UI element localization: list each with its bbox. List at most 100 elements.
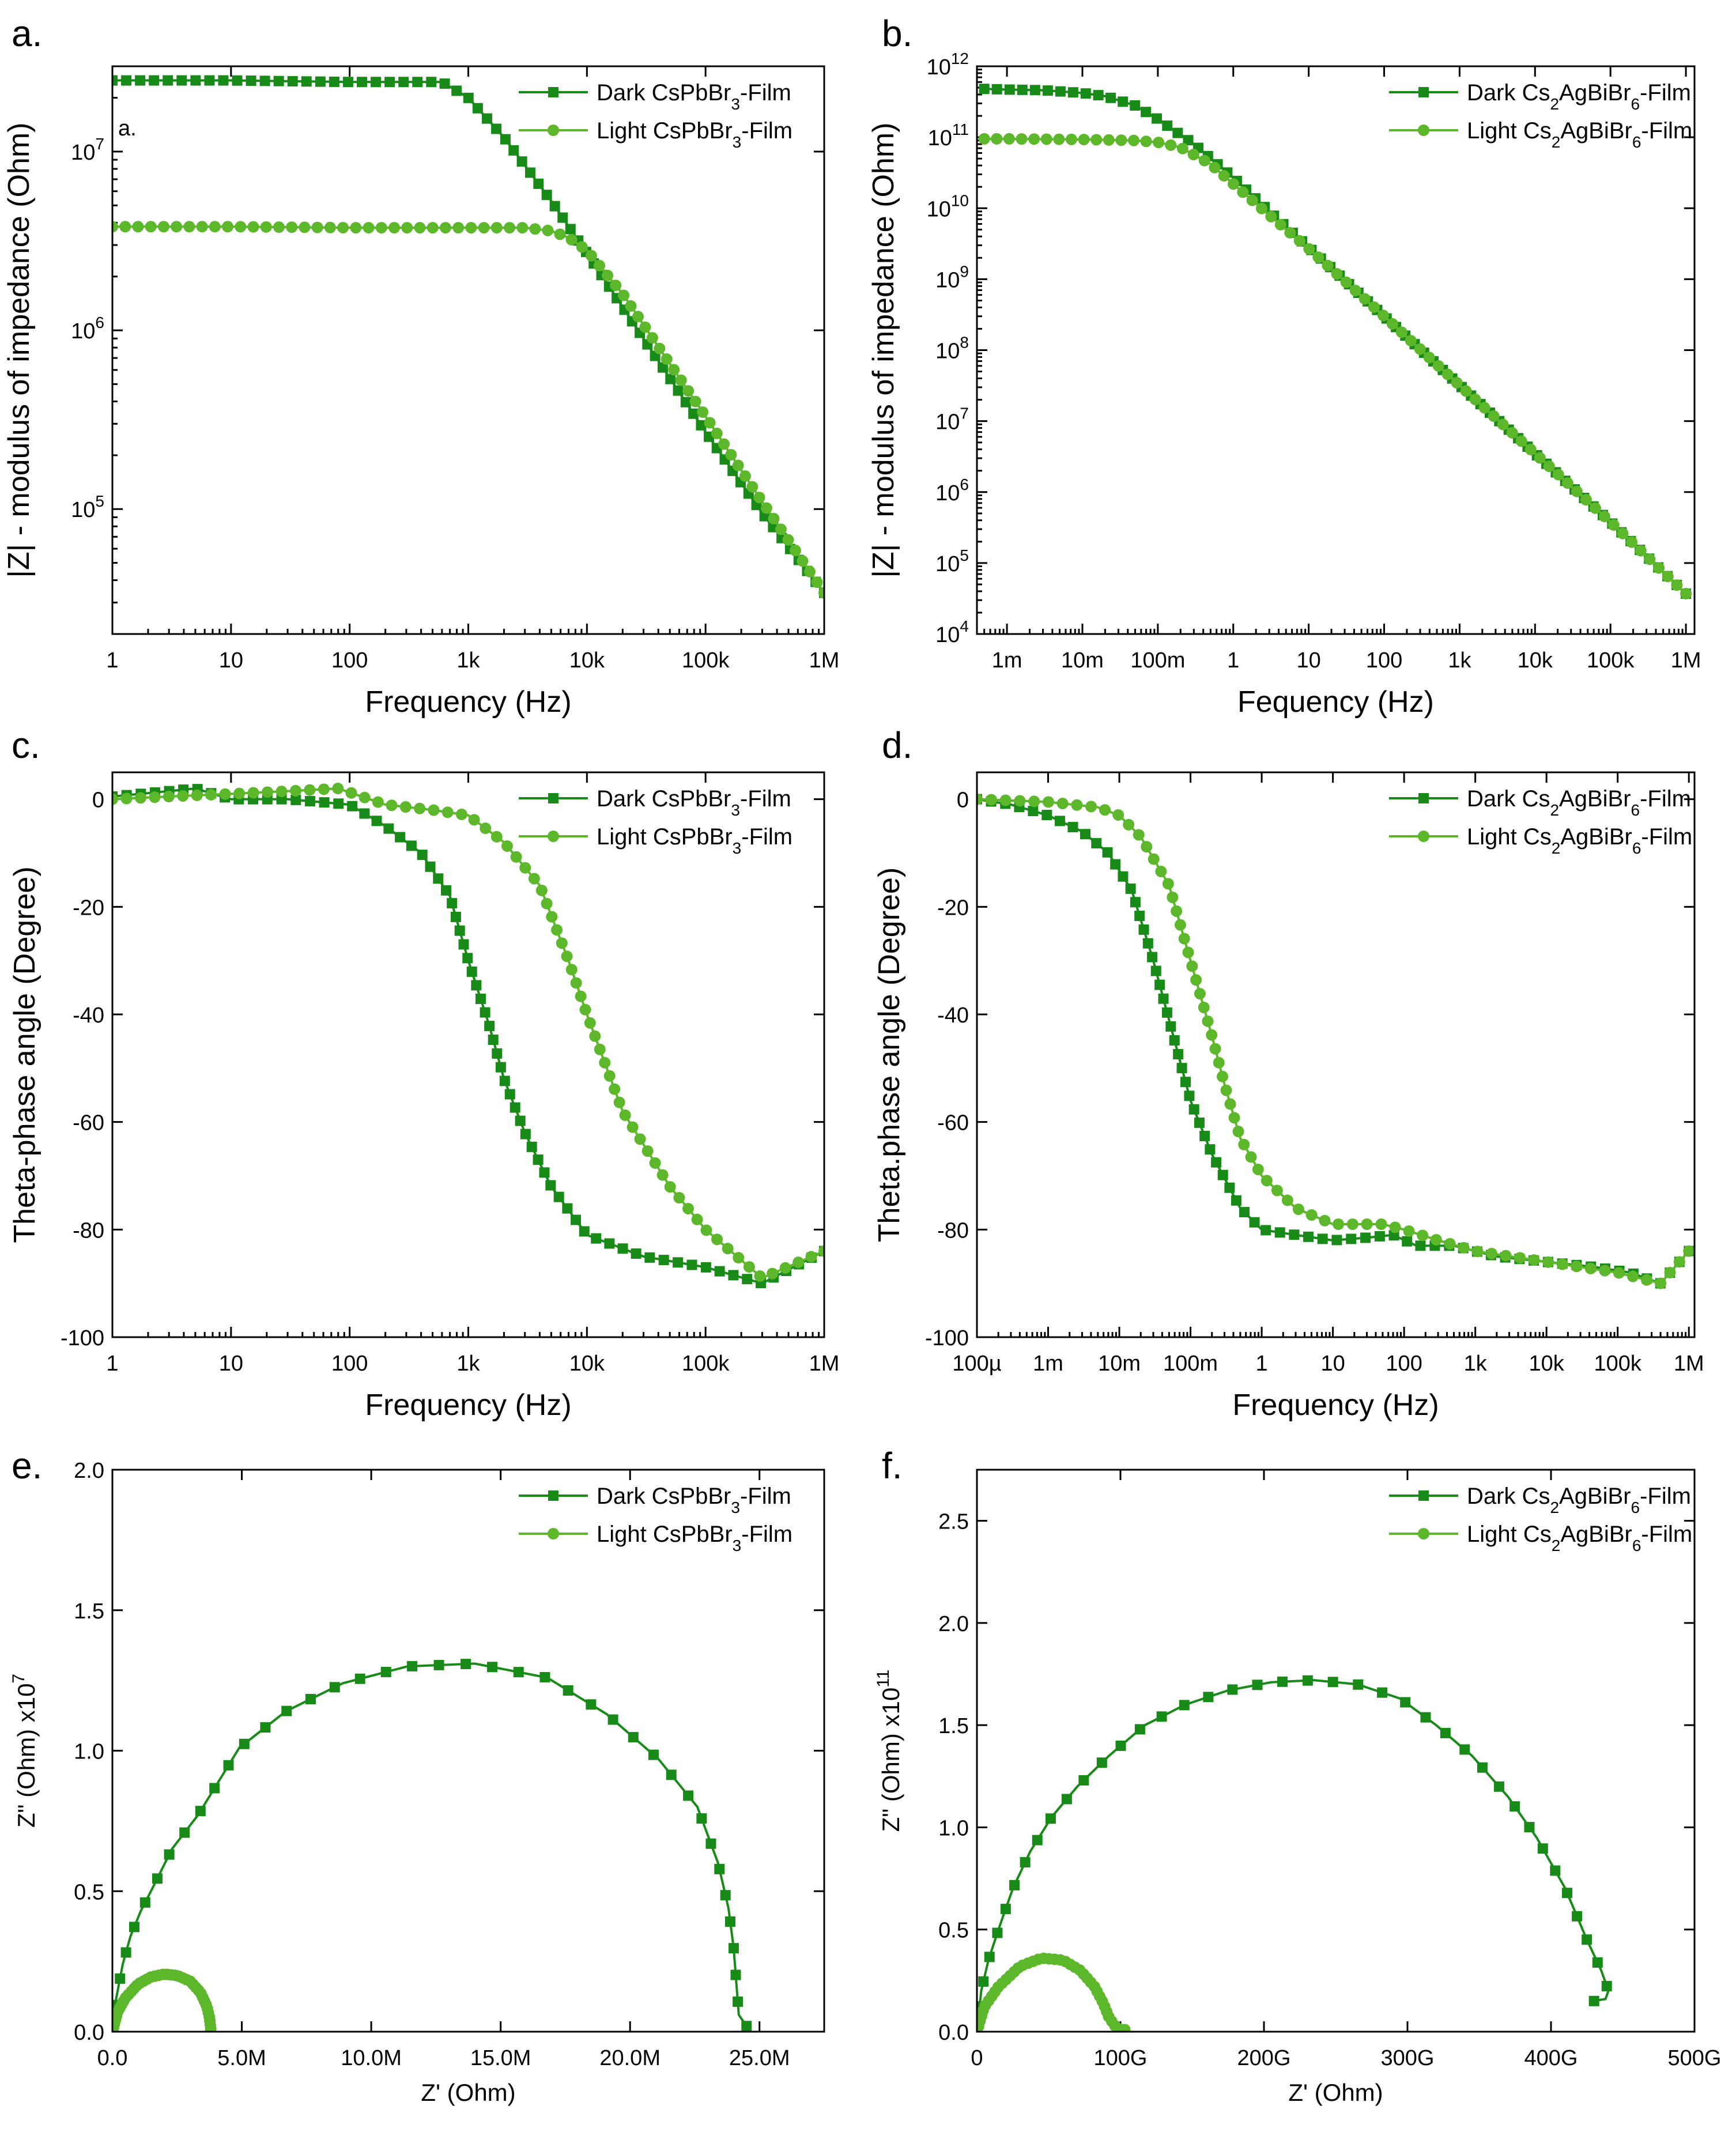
light-circle-marker (754, 1270, 766, 1282)
light-circle-marker (818, 1245, 824, 1257)
light-circle-marker (363, 222, 375, 234)
light-circle-marker (145, 221, 157, 233)
dark-square-marker (1042, 85, 1053, 96)
light-circle-marker (120, 792, 133, 805)
light-circle-marker (697, 406, 709, 418)
light-circle-marker (1497, 418, 1509, 431)
light-circle-marker (782, 534, 794, 546)
dark-square-marker (433, 873, 444, 884)
light-circle-marker (1162, 878, 1174, 890)
light-circle-marker (510, 851, 522, 863)
text-part: -Film (741, 824, 792, 850)
x-tick-label: 10k (569, 648, 605, 673)
y-axis-title: Theta.phase angle (Degree) (873, 867, 906, 1242)
light-circle-marker (1542, 1256, 1554, 1268)
dark-square-marker (696, 1813, 707, 1824)
tick-exponent: 5 (960, 546, 969, 564)
dark-square-marker (1183, 135, 1194, 146)
light-circle-marker (427, 222, 439, 234)
dark-square-marker (472, 103, 483, 114)
light-circle-marker (668, 364, 680, 376)
x-axis-title: Fequency (Hz) (1237, 685, 1434, 719)
subscript: 2 (1552, 1537, 1561, 1554)
light-circle-marker (1213, 1056, 1225, 1069)
light-circle-marker (350, 222, 362, 234)
text-part: Dark Cs (1467, 80, 1550, 105)
light-circle-marker (1090, 134, 1103, 146)
tick-base: 10 (935, 268, 960, 292)
dark-series-line (984, 88, 1687, 595)
y-axis-title: |Z| - modulus of impedance (Ohm) (2, 123, 36, 578)
y-axis-title-main: Theta-phase angle (Degree) (8, 866, 41, 1243)
dark-square-marker (406, 840, 417, 851)
dark-square-marker (1032, 1835, 1043, 1846)
light-circle-marker (1617, 527, 1629, 539)
dark-square-marker (1224, 1182, 1235, 1193)
dark-square-marker (526, 1141, 537, 1152)
light-circle-marker (625, 300, 637, 312)
light-circle-marker (1167, 891, 1179, 903)
light-circle-marker (1361, 1218, 1373, 1230)
light-circle-marker (767, 1267, 779, 1280)
inner-panel-label: a. (118, 116, 137, 141)
dark-square-marker (714, 1266, 725, 1277)
light-legend-label: Light Cs2AgBiBr6-Film (1467, 118, 1692, 151)
light-circle-marker (157, 221, 169, 233)
x-tick-label: 1 (106, 648, 118, 673)
light-circle-marker (1571, 485, 1583, 497)
y-tick-label: 0 (92, 788, 104, 813)
dark-square-marker (579, 1226, 590, 1237)
tick-exponent: 11 (952, 120, 969, 138)
dark-square-marker (1550, 1865, 1561, 1876)
light-circle-marker (219, 788, 231, 800)
light-circle-marker (1085, 801, 1097, 813)
dark-square-marker (447, 898, 458, 909)
dark-square-marker (259, 76, 270, 86)
dark-square-marker (480, 1007, 490, 1018)
light-circle-marker (1598, 511, 1610, 523)
light-circle-marker (399, 801, 412, 813)
dark-square-marker (1402, 1236, 1413, 1247)
y-tick-label: -80 (73, 1218, 104, 1243)
light-circle-marker (1346, 1218, 1358, 1230)
dark-square-marker (545, 1180, 556, 1191)
chart-panel-c: c. 1 10 100 1k 10k 100k 1M 0 -20 -40 -60 -80 -100 Dark… (8, 724, 839, 1422)
light-circle-marker (1174, 919, 1186, 931)
light-series-line (112, 787, 824, 1280)
light-circle-marker (196, 221, 208, 233)
light-circle-marker (603, 1070, 616, 1082)
light-circle-marker (1171, 905, 1183, 917)
dark-square-marker (179, 1827, 190, 1838)
light-circle-marker (324, 221, 336, 233)
light-circle-marker (722, 1243, 734, 1255)
light-circle-marker (1224, 1098, 1236, 1110)
dark-square-marker (1172, 127, 1183, 138)
light-circle-marker (1245, 1151, 1257, 1163)
light-circle-marker (414, 802, 426, 814)
light-circle-marker (1377, 310, 1389, 322)
light-circle-marker (177, 790, 189, 802)
dark-square-marker (1261, 1225, 1271, 1236)
dark-square-marker (499, 1075, 510, 1086)
light-circle-marker (542, 224, 554, 236)
dark-square-marker (1004, 84, 1015, 95)
dark-square-marker (683, 1790, 694, 1801)
light-circle-marker (401, 222, 413, 234)
light-circle-marker (779, 1262, 791, 1274)
dark-square-marker (1562, 1888, 1573, 1899)
y-tick-label: 106 (935, 475, 969, 505)
dark-square-marker (1009, 1880, 1020, 1890)
series-layer (977, 793, 1695, 1289)
light-circle-marker (1065, 133, 1077, 145)
legend-square-marker (548, 87, 558, 97)
legend-square-marker (1418, 793, 1429, 803)
light-circle-marker (704, 417, 716, 429)
dark-square-marker (481, 113, 492, 124)
series-layer (978, 84, 1692, 600)
light-circle-marker (1292, 1203, 1304, 1216)
dark-square-marker (1199, 1131, 1210, 1142)
light-circle-marker (1626, 1270, 1639, 1282)
light-circle-marker (1599, 1265, 1611, 1277)
light-circle-marker (1506, 427, 1518, 439)
